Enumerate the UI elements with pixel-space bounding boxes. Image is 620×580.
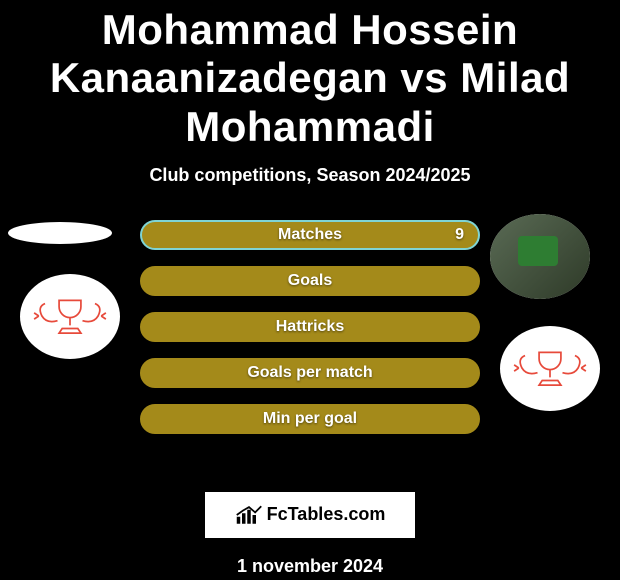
photo-placeholder: [490, 214, 590, 299]
fctables-label: FcTables.com: [267, 504, 386, 525]
date-text: 1 november 2024: [0, 556, 620, 577]
fctables-chart-icon: [235, 504, 263, 526]
stat-bar-label: Matches: [278, 226, 342, 244]
player-right-avatar-1: [490, 214, 590, 299]
stat-bar-label: Goals: [288, 272, 332, 290]
stat-bar-min-per-goal: Min per goal: [140, 404, 480, 434]
player-right-avatar-2: [500, 326, 600, 411]
stat-bar-hattricks: Hattricks: [140, 312, 480, 342]
trophy-icon: [31, 290, 109, 342]
stat-bar-goals-per-match: Goals per match: [140, 358, 480, 388]
stat-bar-label: Hattricks: [276, 318, 344, 336]
stat-bar-matches: Matches 9: [140, 220, 480, 250]
trophy-icon: [511, 342, 589, 394]
player-left-avatar-1: [8, 222, 112, 244]
stats-area: Matches 9 Goals Hattricks Goals per matc…: [0, 220, 620, 480]
stat-bar-label: Min per goal: [263, 410, 357, 428]
stat-bar-label: Goals per match: [247, 364, 372, 382]
subtitle: Club competitions, Season 2024/2025: [0, 165, 620, 186]
stat-bar-value: 9: [455, 226, 464, 244]
page-title: Mohammad Hossein Kanaanizadegan vs Milad…: [0, 0, 620, 151]
stat-bars: Matches 9 Goals Hattricks Goals per matc…: [140, 220, 480, 450]
fctables-badge: FcTables.com: [205, 492, 415, 538]
stat-bar-goals: Goals: [140, 266, 480, 296]
player-left-avatar-2: [20, 274, 120, 359]
